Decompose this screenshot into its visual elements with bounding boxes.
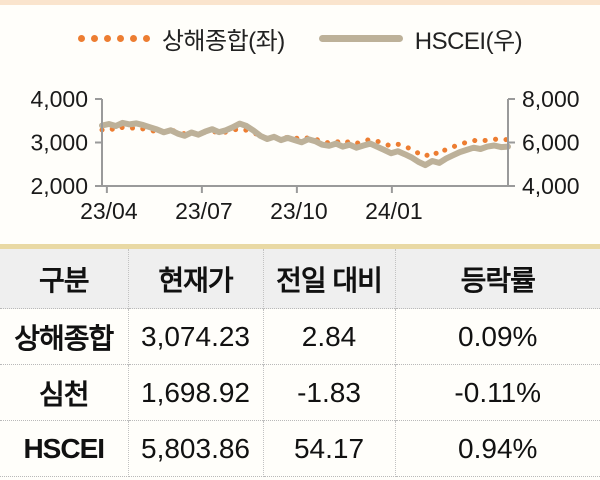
table-header: 구분 bbox=[0, 246, 129, 309]
table-cell: 0.09% bbox=[395, 308, 600, 365]
right-axis-label: 6,000 bbox=[522, 130, 580, 156]
index-name-cell: HSCEI bbox=[0, 420, 129, 477]
table-header: 현재가 bbox=[128, 246, 264, 309]
x-axis-label: 23/04 bbox=[80, 198, 138, 224]
card-top-accent bbox=[0, 0, 600, 5]
left-axis-label: 3,000 bbox=[30, 130, 88, 156]
legend-dot bbox=[77, 34, 85, 42]
table-body: 상해종합 3,074.23 2.84 0.09% 심천 1,698.92 -1.83 -0.1… bbox=[0, 308, 600, 477]
index-name-cell: 상해종합 bbox=[0, 308, 129, 365]
x-axis-label: 24/01 bbox=[365, 198, 423, 224]
legend-dot bbox=[142, 34, 150, 42]
table-cell: -1.83 bbox=[263, 364, 396, 421]
left-axis-label: 4,000 bbox=[30, 86, 88, 112]
legend-dot bbox=[116, 34, 124, 42]
table-row: 상해종합 3,074.23 2.84 0.09% bbox=[0, 308, 600, 365]
table-cell: 5,803.86 bbox=[128, 420, 264, 477]
series-hscei bbox=[99, 119, 511, 169]
index-quote-table: 구분 현재가 전일 대비 등락률 상해종합 3,074.23 2.84 0.09% 심천 1,6… bbox=[0, 244, 600, 477]
legend-dot bbox=[103, 34, 111, 42]
index-name-cell: 심천 bbox=[0, 364, 129, 421]
table-cell: -0.11% bbox=[395, 364, 600, 421]
table-row: HSCEI 5,803.86 54.17 0.94% bbox=[0, 420, 600, 477]
legend-item: 상해종합(좌) bbox=[77, 21, 285, 56]
table-cell: 54.17 bbox=[263, 420, 396, 477]
legend-item: HSCEI(우) bbox=[318, 21, 523, 56]
legend-dot bbox=[129, 34, 137, 42]
table-header: 전일 대비 bbox=[263, 246, 396, 309]
table-head: 구분 현재가 전일 대비 등락률 bbox=[0, 246, 600, 309]
table-cell: 0.94% bbox=[395, 420, 600, 477]
table-cell: 2.84 bbox=[263, 308, 396, 365]
right-axis-label: 4,000 bbox=[522, 173, 580, 199]
legend-label: 상해종합(좌) bbox=[161, 27, 285, 55]
legend-dot bbox=[90, 34, 98, 42]
legend-label: HSCEI(우) bbox=[414, 27, 523, 55]
table-cell: 1,698.92 bbox=[128, 364, 264, 421]
table-cell: 3,074.23 bbox=[128, 308, 264, 365]
solid-line-swatch bbox=[318, 34, 403, 42]
table-header: 등락률 bbox=[395, 246, 600, 309]
x-axis-label: 23/07 bbox=[175, 198, 233, 224]
chart-legend: 상해종합(좌) HSCEI(우) bbox=[0, 21, 600, 56]
right-axis-label: 8,000 bbox=[522, 86, 580, 112]
table-row: 심천 1,698.92 -1.83 -0.11% bbox=[0, 364, 600, 421]
table-header-row: 구분 현재가 전일 대비 등락률 bbox=[0, 246, 600, 309]
left-axis-label: 2,000 bbox=[30, 173, 88, 199]
index-line-chart: 4,000 3,000 2,000 8,000 6,000 4,000 23/04 23/07… bbox=[30, 86, 580, 224]
dotted-line-swatch bbox=[77, 34, 150, 42]
x-axis-label: 23/10 bbox=[270, 198, 328, 224]
